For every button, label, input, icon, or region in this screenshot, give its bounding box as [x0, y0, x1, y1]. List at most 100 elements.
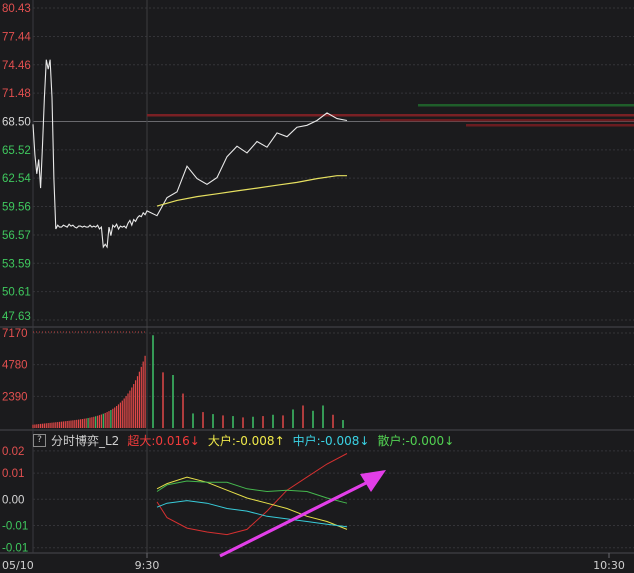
volume-bar	[98, 415, 101, 428]
volume-bar	[40, 423, 42, 428]
volume-bar	[192, 413, 194, 428]
average-price-line	[156, 175, 347, 207]
fund-flow-line	[156, 453, 348, 536]
volume-bar	[106, 412, 108, 428]
legend-item-retail: 散户:-0.000↓	[377, 432, 454, 449]
volume-bar	[60, 421, 63, 428]
price-axis-tick: 53.59	[2, 258, 31, 270]
fund-flow-axis-tick: -0.01	[2, 520, 28, 532]
x-axis-time-label: 10:30	[593, 559, 625, 572]
volume-bar	[332, 414, 334, 428]
volume-bar	[292, 409, 294, 428]
trend-arrow-icon: ↓	[444, 433, 455, 448]
volume-bar	[38, 424, 40, 428]
price-line	[32, 59, 348, 249]
volume-bar	[242, 417, 244, 428]
volume-bar	[55, 422, 57, 428]
price-axis-tick: 77.44	[2, 31, 31, 43]
price-axis-tick: 74.46	[2, 60, 31, 72]
volume-bar	[47, 423, 49, 428]
order-level-band	[380, 119, 634, 122]
price-axis-tick: 71.48	[2, 88, 31, 100]
trend-arrow-icon: ↓	[359, 433, 370, 448]
volume-bar	[74, 420, 76, 428]
volume-bar	[302, 405, 304, 428]
volume-bar	[51, 422, 53, 428]
volume-bar	[78, 419, 80, 428]
volume-bar	[162, 372, 164, 428]
fund-flow-line	[156, 480, 348, 504]
volume-bar	[43, 423, 45, 428]
volume-bar	[138, 371, 140, 428]
price-axis-tick: 62.54	[2, 173, 31, 185]
volume-bar	[100, 414, 102, 428]
price-axis-tick: 80.43	[2, 3, 31, 15]
help-icon[interactable]: ?	[33, 433, 46, 447]
volume-bar	[72, 420, 74, 428]
volume-bar	[127, 393, 129, 428]
price-axis-tick: 59.56	[2, 202, 31, 214]
volume-bar	[142, 361, 144, 428]
volume-bar	[114, 407, 116, 428]
volume-bar	[59, 421, 61, 428]
volume-bar	[45, 423, 47, 428]
volume-bar	[182, 393, 184, 428]
volume-bar	[131, 387, 133, 428]
trend-arrow-icon: ↑	[274, 433, 285, 448]
volume-bar	[36, 424, 38, 428]
price-axis-tick: 65.52	[2, 145, 31, 157]
volume-bar	[140, 366, 142, 428]
volume-bar	[104, 412, 106, 428]
volume-bar	[322, 405, 324, 428]
volume-bar	[83, 418, 85, 428]
volume-bar	[312, 410, 314, 428]
volume-bar	[102, 413, 104, 428]
order-level-band	[147, 114, 634, 117]
volume-bar	[144, 355, 146, 428]
volume-axis-tick: 7170	[2, 328, 28, 340]
fund-flow-axis-tick: 0.01	[2, 468, 24, 480]
fund-flow-legend: ? 分时博弈_L2 超大:0.016↓ 大户:-0.008↑ 中户:-0.008…	[33, 431, 462, 449]
volume-bar	[53, 422, 55, 428]
annotation-arrow-head	[360, 470, 386, 492]
volume-bar	[152, 335, 154, 428]
volume-bar	[135, 380, 137, 428]
volume-bar	[66, 421, 68, 428]
volume-bar	[123, 398, 125, 428]
fund-flow-line	[156, 476, 348, 530]
legend-item-super-large: 超大:0.016↓	[127, 432, 199, 449]
volume-bar	[119, 402, 121, 428]
volume-bar	[117, 404, 120, 428]
legend-value: :-0.008	[316, 433, 360, 448]
legend-name: 中户	[292, 433, 317, 448]
legend-value: :0.016	[151, 433, 190, 448]
volume-bar	[133, 384, 135, 428]
volume-bar	[108, 411, 110, 428]
volume-bar	[76, 419, 78, 428]
volume-bar	[262, 416, 264, 428]
volume-bar	[87, 418, 89, 428]
volume-bar	[91, 417, 93, 428]
volume-bar	[116, 405, 118, 428]
fund-flow-axis-tick: -0.01	[2, 543, 28, 555]
order-level-band	[418, 104, 634, 107]
volume-bar	[34, 424, 36, 428]
volume-bar	[112, 408, 114, 428]
volume-bar	[110, 409, 112, 428]
legend-item-large: 大户:-0.008↑	[208, 432, 285, 449]
volume-bar	[172, 375, 174, 428]
price-axis-tick: 47.63	[2, 311, 31, 323]
volume-bar	[212, 414, 214, 428]
volume-bar	[125, 396, 127, 428]
legend-name: 大户	[207, 433, 232, 448]
volume-bar	[121, 400, 123, 428]
volume-bar	[95, 416, 97, 428]
annotation-arrow-shaft	[219, 480, 369, 558]
x-axis-date-label: 05/10	[2, 559, 34, 572]
volume-bar	[64, 421, 66, 428]
volume-axis-tick: 2390	[2, 391, 28, 403]
fund-flow-line	[156, 500, 348, 528]
volume-axis-tick: 4780	[2, 360, 28, 372]
price-axis-tick: 50.61	[2, 287, 31, 299]
